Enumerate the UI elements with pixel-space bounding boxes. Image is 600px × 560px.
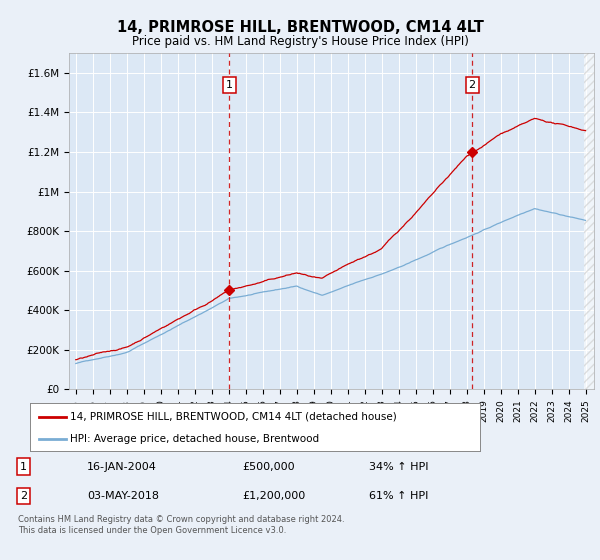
Text: 2: 2 (20, 491, 27, 501)
Text: 34% ↑ HPI: 34% ↑ HPI (369, 461, 428, 472)
Text: 14, PRIMROSE HILL, BRENTWOOD, CM14 4LT (detached house): 14, PRIMROSE HILL, BRENTWOOD, CM14 4LT (… (71, 412, 397, 422)
Text: 2: 2 (469, 80, 476, 90)
Text: HPI: Average price, detached house, Brentwood: HPI: Average price, detached house, Bren… (71, 434, 320, 444)
Text: Price paid vs. HM Land Registry's House Price Index (HPI): Price paid vs. HM Land Registry's House … (131, 35, 469, 48)
Text: Contains HM Land Registry data © Crown copyright and database right 2024.
This d: Contains HM Land Registry data © Crown c… (18, 515, 344, 535)
Text: £1,200,000: £1,200,000 (242, 491, 305, 501)
Text: 61% ↑ HPI: 61% ↑ HPI (369, 491, 428, 501)
Text: £500,000: £500,000 (242, 461, 295, 472)
Text: 03-MAY-2018: 03-MAY-2018 (87, 491, 159, 501)
Text: 16-JAN-2004: 16-JAN-2004 (87, 461, 157, 472)
Text: 14, PRIMROSE HILL, BRENTWOOD, CM14 4LT: 14, PRIMROSE HILL, BRENTWOOD, CM14 4LT (116, 20, 484, 35)
Text: 1: 1 (226, 80, 233, 90)
Text: 1: 1 (20, 461, 27, 472)
